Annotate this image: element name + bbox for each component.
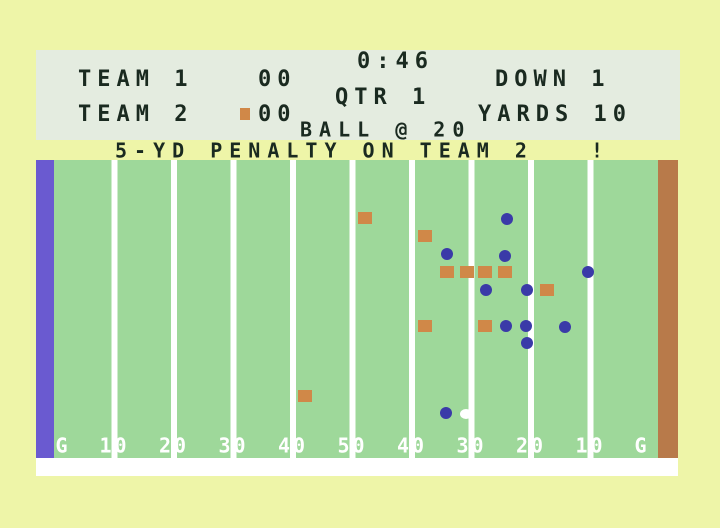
possession-marker <box>240 108 250 120</box>
message: 5-YD PENALTY ON TEAM 2 ! <box>115 139 610 163</box>
yard-line <box>409 160 415 460</box>
yard-line <box>468 160 475 460</box>
field <box>36 160 678 476</box>
yard-labels: G 10 20 30 40 50 40 30 20 10 G <box>55 434 649 458</box>
yard-line <box>587 160 594 460</box>
yard-label: G <box>55 434 70 458</box>
player-blue <box>520 320 532 332</box>
end-zone-left <box>36 160 54 460</box>
player-red <box>418 230 432 242</box>
yard-label: 50 <box>337 434 367 458</box>
yard-label: 40 <box>278 434 308 458</box>
player-red <box>478 266 492 278</box>
yard-label: 10 <box>575 434 605 458</box>
down: DOWN 1 <box>495 67 610 92</box>
yard-label: 20 <box>159 434 189 458</box>
team1-name: TEAM 1 <box>78 67 193 92</box>
player-red <box>418 320 432 332</box>
player-red <box>478 320 492 332</box>
player-blue <box>480 284 492 296</box>
yard-label: 20 <box>516 434 546 458</box>
yard-label: G <box>634 434 649 458</box>
players <box>298 212 594 419</box>
scoreboard-panel <box>36 50 680 140</box>
sideline <box>36 458 678 476</box>
player-red <box>440 266 454 278</box>
yard-label: 30 <box>456 434 486 458</box>
player-blue <box>440 407 452 419</box>
yard-line <box>171 160 177 460</box>
player-blue <box>501 213 513 225</box>
yard-line <box>111 160 118 460</box>
ball <box>460 409 472 419</box>
player-blue <box>500 320 512 332</box>
quarter: QTR 1 <box>335 85 431 110</box>
yard-label: 10 <box>99 434 129 458</box>
yard-line <box>230 160 237 460</box>
yards: YARDS 10 <box>478 102 632 127</box>
end-zone-right <box>658 160 678 460</box>
clock: 0:46 <box>357 49 434 74</box>
player-blue <box>521 284 533 296</box>
ball-position: BALL @ 20 <box>300 118 471 142</box>
yard-line <box>290 160 296 460</box>
player-blue <box>559 321 571 333</box>
player-red <box>358 212 372 224</box>
yard-label: 40 <box>397 434 427 458</box>
yard-line <box>349 160 356 460</box>
yard-line <box>528 160 534 460</box>
player-red <box>460 266 474 278</box>
yard-label: 30 <box>218 434 248 458</box>
player-red <box>298 390 312 402</box>
player-blue <box>499 250 511 262</box>
turf <box>36 160 678 460</box>
team1-score: 00 <box>258 67 297 92</box>
team2-score: 00 <box>258 102 297 127</box>
team2-name: TEAM 2 <box>78 102 193 127</box>
player-blue <box>441 248 453 260</box>
player-red <box>540 284 554 296</box>
player-blue <box>521 337 533 349</box>
player-red <box>498 266 512 278</box>
player-blue <box>582 266 594 278</box>
